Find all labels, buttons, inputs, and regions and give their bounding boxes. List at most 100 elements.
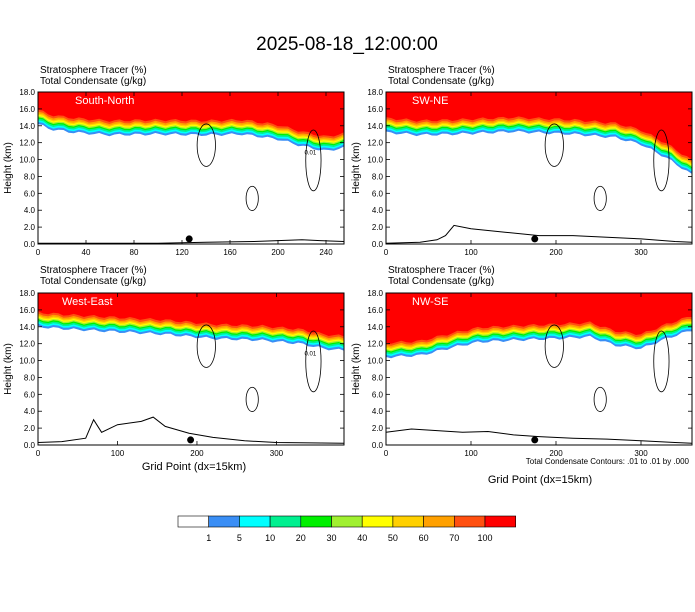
x-tick-label: 100 [464, 248, 478, 257]
y-tick-label: 14.0 [367, 122, 383, 131]
y-tick-label: 10.0 [367, 156, 383, 165]
y-tick-label: 18.0 [367, 289, 383, 298]
y-tick-label: 0.0 [24, 240, 36, 249]
condensate-contour [593, 386, 607, 412]
y-tick-label: 10.0 [19, 357, 35, 366]
y-tick-label: 12.0 [19, 340, 35, 349]
panel-west-east: Stratosphere Tracer (%) Total Condensate… [3, 265, 345, 458]
condensate-contour [653, 330, 670, 393]
panel-region-name: South-North [75, 95, 134, 107]
condensate-contour [196, 123, 216, 167]
panel-label-tracer: Stratosphere Tracer (%) [40, 265, 147, 276]
x-tick-label: 0 [384, 248, 389, 257]
y-tick-label: 16.0 [367, 306, 383, 315]
colorbar-swatch [484, 515, 517, 528]
colorbar-swatch [361, 515, 394, 528]
terrain-line [386, 224, 692, 244]
condensate-contour [305, 330, 322, 393]
location-marker [187, 436, 195, 444]
panel-region-name: West-East [62, 296, 113, 308]
contour-label: 0.01 [304, 351, 316, 357]
condensate-contour [245, 185, 259, 211]
y-tick-label: 8.0 [24, 373, 36, 382]
y-tick-label: 18.0 [19, 289, 35, 298]
panel-region-name: SW-NE [412, 95, 448, 107]
terrain-line [38, 416, 344, 444]
terrain-line [38, 239, 344, 244]
x-tick-label: 300 [634, 449, 648, 458]
x-tick-label: 80 [130, 248, 139, 257]
y-tick-label: 0.0 [372, 441, 384, 450]
colorbar-swatch [453, 515, 486, 528]
y-tick-label: 4.0 [372, 206, 384, 215]
y-tick-label: 6.0 [24, 189, 36, 198]
y-tick-label: 0.0 [372, 240, 384, 249]
y-tick-label: 14.0 [19, 122, 35, 131]
panel-ylabel: Height (km) [351, 343, 362, 395]
colorbar-label: 100 [477, 533, 492, 543]
plot-frame [385, 91, 693, 245]
panel-ylabel: Height (km) [3, 142, 14, 194]
tracer-band-9 [386, 92, 692, 160]
y-tick-label: 6.0 [372, 189, 384, 198]
y-tick-label: 8.0 [24, 172, 36, 181]
y-tick-label: 18.0 [367, 88, 383, 97]
condensate-contour [305, 129, 322, 192]
colorbar-label: 40 [357, 533, 367, 543]
y-tick-label: 16.0 [19, 306, 35, 315]
colorbar-swatch [269, 515, 302, 528]
y-tick-label: 12.0 [367, 340, 383, 349]
y-tick-label: 4.0 [372, 407, 384, 416]
y-tick-label: 12.0 [19, 139, 35, 148]
x-tick-label: 200 [271, 248, 285, 257]
x-tick-label: 200 [549, 449, 563, 458]
plot-frame [37, 292, 345, 446]
x-tick-label: 160 [223, 248, 237, 257]
panel-label-condensate: Total Condensate (g/kg) [40, 276, 146, 287]
colorbar-swatch [331, 515, 363, 528]
x-tick-label: 300 [270, 449, 284, 458]
tracer-band-9 [38, 293, 344, 337]
colorbar-swatch [208, 515, 240, 528]
x-axis-label-left: Grid Point (dx=15km) [142, 461, 246, 473]
y-tick-label: 10.0 [19, 156, 35, 165]
colorbar-swatch [239, 515, 271, 528]
condensate-contour [544, 324, 564, 368]
x-tick-label: 100 [464, 449, 478, 458]
colorbar-swatch [392, 515, 424, 528]
colorbar: 1 5 10 20 30 40 50 60 70 100 [177, 515, 517, 543]
colorbar-swatch [423, 515, 455, 528]
colorbar-label: 5 [237, 533, 242, 543]
colorbar-label: 60 [419, 533, 429, 543]
y-tick-label: 6.0 [24, 390, 36, 399]
terrain-line [386, 428, 692, 444]
condensate-contour [196, 324, 216, 368]
y-tick-label: 12.0 [367, 139, 383, 148]
y-tick-label: 2.0 [372, 424, 384, 433]
condensate-contour [245, 386, 259, 412]
panel-label-tracer: Stratosphere Tracer (%) [388, 65, 495, 76]
location-marker [531, 436, 539, 444]
x-tick-label: 100 [111, 449, 125, 458]
panel-label-tracer: Stratosphere Tracer (%) [388, 265, 495, 276]
x-tick-label: 200 [190, 449, 204, 458]
colorbar-label: 20 [296, 533, 306, 543]
colorbar-swatch [300, 515, 332, 528]
y-tick-label: 16.0 [19, 105, 35, 114]
plot-frame [385, 292, 693, 446]
tracer-band-9 [38, 92, 344, 137]
y-tick-label: 2.0 [372, 223, 384, 232]
panel-nw-se: Stratosphere Tracer (%) Total Condensate… [351, 265, 693, 458]
panel-label-condensate: Total Condensate (g/kg) [388, 276, 494, 287]
condensate-contour [544, 123, 564, 167]
panel-label-condensate: Total Condensate (g/kg) [40, 76, 146, 87]
panel-south-north: Stratosphere Tracer (%) Total Condensate… [3, 65, 345, 257]
x-axis-label-right: Grid Point (dx=15km) [488, 474, 592, 486]
y-tick-label: 8.0 [372, 373, 384, 382]
y-tick-label: 10.0 [367, 357, 383, 366]
panel-sw-ne: Stratosphere Tracer (%) Total Condensate… [351, 65, 693, 257]
colorbar-label: 50 [388, 533, 398, 543]
plot-frame [37, 91, 345, 245]
y-tick-label: 18.0 [19, 88, 35, 97]
y-tick-label: 16.0 [367, 105, 383, 114]
